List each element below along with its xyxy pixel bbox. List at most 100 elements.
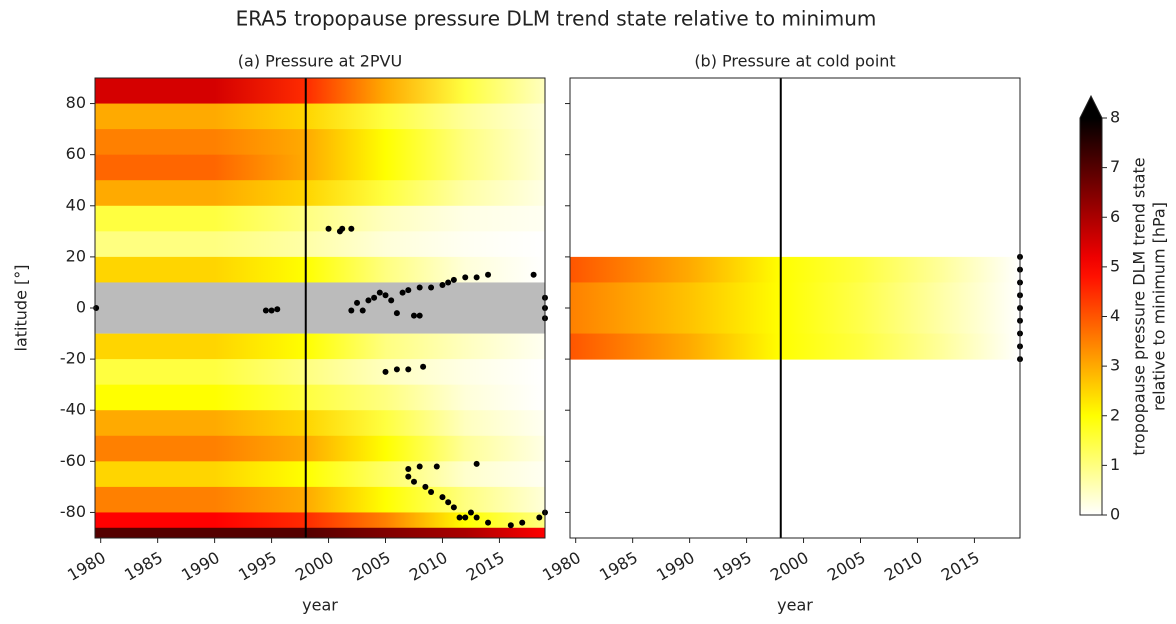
scatter-point (399, 289, 406, 296)
scatter-point (530, 271, 537, 278)
scatter-point (365, 297, 372, 304)
colorbar-tick-label: 0 (1110, 505, 1120, 524)
colorbar-tick-label: 5 (1110, 256, 1120, 275)
y-tick-label: 80 (66, 93, 86, 112)
scatter-point (536, 514, 543, 521)
colorbar-frame (1079, 94, 1103, 516)
scatter-point (268, 307, 275, 314)
x-tick-label: 2015 (938, 548, 983, 585)
x-tick-label: 1990 (178, 548, 223, 585)
y-tick-label: 20 (66, 246, 86, 265)
scatter-point (439, 282, 446, 288)
heatmap-row (570, 308, 1020, 335)
heatmap-row (95, 180, 545, 207)
colorbar-label: tropopause pressure DLM trend state (1130, 157, 1149, 455)
heatmap-row (95, 256, 545, 283)
scatter-point (422, 483, 429, 490)
x-axis-label: year (302, 596, 338, 615)
x-tick-label: 2010 (881, 548, 926, 585)
y-tick-label: -40 (60, 400, 86, 419)
scatter-point (325, 225, 332, 232)
scatter-point (359, 307, 366, 314)
x-tick-label: 2015 (463, 548, 508, 585)
scatter-point (485, 519, 492, 526)
scatter-point (467, 509, 474, 516)
scatter-point (439, 494, 446, 501)
scatter-point (376, 289, 383, 296)
heatmap-row (95, 154, 545, 181)
heatmap-row (570, 282, 1020, 309)
x-tick-label: 1990 (653, 548, 698, 585)
scatter-point (393, 366, 400, 373)
x-tick-label: 2010 (406, 548, 451, 585)
scatter-point (485, 271, 492, 278)
heatmap-row (95, 333, 545, 360)
scatter-point (410, 312, 417, 319)
scatter-point (393, 310, 400, 317)
scatter-point (420, 363, 427, 370)
scatter-point (339, 225, 346, 232)
y-tick-label: 0 (76, 298, 86, 317)
x-axis-label: year (777, 596, 813, 615)
y-tick-label: -60 (60, 451, 86, 470)
scatter-point (445, 499, 452, 506)
scatter-point (519, 519, 526, 526)
scatter-point (462, 274, 469, 281)
scatter-point (416, 284, 423, 291)
scatter-point (348, 225, 355, 232)
colorbar-tick-label: 7 (1110, 157, 1120, 176)
y-tick-label: 40 (66, 195, 86, 214)
heatmap-row (95, 527, 545, 539)
scatter-point (473, 514, 480, 521)
scatter-point (405, 466, 412, 472)
heatmap-row (95, 103, 545, 130)
heatmap-row (95, 129, 545, 156)
figure-title: ERA5 tropopause pressure DLM trend state… (236, 7, 877, 31)
heatmap-row (95, 512, 545, 529)
scatter-point (456, 514, 463, 521)
x-tick-label: 2000 (292, 548, 337, 585)
scatter-point (262, 307, 269, 314)
colorbar-label: relative to minimum [hPa] (1150, 202, 1169, 411)
scatter-point (507, 522, 514, 529)
scatter-point (450, 276, 457, 283)
scatter-point (405, 366, 412, 373)
y-tick-label: 60 (66, 144, 86, 163)
heatmap-row (95, 435, 545, 462)
scatter-point (428, 489, 435, 495)
x-tick-label: 1985 (596, 548, 641, 585)
scatter-point (416, 312, 423, 319)
scatter-point (348, 307, 355, 314)
colorbar-tick-label: 4 (1110, 306, 1120, 325)
x-tick-label: 2000 (767, 548, 812, 585)
shaded-band (95, 282, 545, 334)
scatter-point (416, 463, 423, 470)
panel-title: (b) Pressure at cold point (694, 52, 895, 71)
scatter-point (405, 287, 412, 294)
heatmap-row (95, 384, 545, 411)
x-tick-label: 1980 (539, 548, 584, 585)
x-tick-label: 1985 (121, 548, 166, 585)
heatmap-row (95, 359, 545, 386)
colorbar (1080, 118, 1102, 515)
scatter-point (433, 463, 440, 470)
heatmap-row (570, 333, 1020, 360)
heatmap-row (95, 78, 545, 105)
heatmap-row (95, 410, 545, 437)
x-tick-label: 2005 (349, 548, 394, 585)
colorbar-tick-label: 6 (1110, 207, 1120, 226)
colorbar-tick-label: 8 (1110, 108, 1120, 127)
heatmap-row (95, 461, 545, 488)
scatter-point (382, 292, 389, 299)
panel-title: (a) Pressure at 2PVU (238, 52, 402, 71)
scatter-point (382, 368, 389, 375)
x-tick-label: 1995 (710, 548, 755, 585)
x-tick-label: 1980 (64, 548, 109, 585)
x-tick-label: 1995 (235, 548, 280, 585)
heatmap-row (570, 256, 1020, 283)
heatmap-row (95, 231, 545, 258)
scatter-point (388, 297, 395, 304)
y-axis-label: latitude [°] (12, 265, 31, 352)
scatter-point (450, 504, 457, 511)
